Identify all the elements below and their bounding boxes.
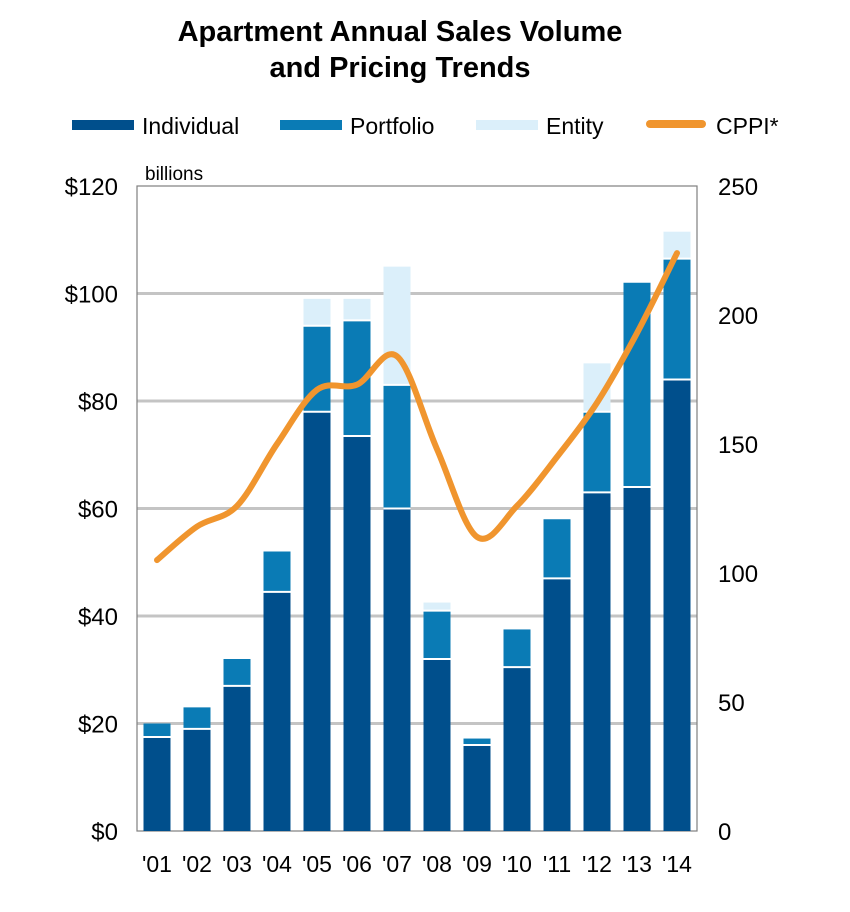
bar-individual-1 xyxy=(183,728,211,831)
bar-individual-12 xyxy=(623,487,651,831)
bars xyxy=(143,231,691,831)
x-tick-label: '10 xyxy=(502,851,532,877)
legend-label-entity: Entity xyxy=(546,113,604,139)
legend-swatch-cppi xyxy=(646,120,706,128)
y-left-tick-label: $120 xyxy=(65,174,118,201)
bar-portfolio-10 xyxy=(543,519,571,579)
bar-individual-9 xyxy=(503,667,531,831)
x-tick-label: '01 xyxy=(142,851,172,877)
bar-portfolio-1 xyxy=(183,707,211,729)
y-right-tick-label: 50 xyxy=(718,690,745,717)
bar-individual-7 xyxy=(423,659,451,831)
bar-individual-6 xyxy=(383,508,411,831)
bar-portfolio-2 xyxy=(223,659,251,686)
bar-individual-13 xyxy=(663,379,691,831)
bar-individual-5 xyxy=(343,435,371,831)
bar-individual-8 xyxy=(463,745,491,831)
legend-label-portfolio: Portfolio xyxy=(350,113,435,139)
legend-swatch-individual xyxy=(72,120,134,130)
cppi-line xyxy=(154,250,680,564)
bar-portfolio-0 xyxy=(143,723,171,737)
bar-individual-11 xyxy=(583,492,611,831)
y-right-tick-label: 0 xyxy=(718,819,731,846)
chart-title: Apartment Annual Sales Volume and Pricin… xyxy=(0,14,800,86)
chart-title-line-1: Apartment Annual Sales Volume xyxy=(177,16,623,48)
y-unit-label: billions xyxy=(145,164,203,185)
y-left-tick-label: $80 xyxy=(78,389,118,416)
y-right-tick-label: 250 xyxy=(718,174,758,201)
x-tick-label: '09 xyxy=(462,851,492,877)
bar-individual-10 xyxy=(543,578,571,831)
axes: $0 $20 $40 $60 $80 $100 $120 0 50 100 150 200 250 '01… xyxy=(65,174,758,877)
y-right-tick-label: 200 xyxy=(718,303,758,330)
gridlines xyxy=(137,292,697,725)
bar-portfolio-11 xyxy=(583,411,611,493)
bar-individual-0 xyxy=(143,736,171,831)
legend-label-cppi: CPPI* xyxy=(716,113,779,139)
bar-individual-2 xyxy=(223,685,251,831)
y-left-tick-label: $0 xyxy=(91,819,118,846)
legend-swatch-portfolio xyxy=(280,120,342,130)
legend-label-individual: Individual xyxy=(142,113,240,139)
x-tick-label: '05 xyxy=(302,851,332,877)
bar-portfolio-7 xyxy=(423,610,451,659)
bar-portfolio-9 xyxy=(503,629,531,668)
x-tick-label: '04 xyxy=(262,851,292,877)
y-right-tick-label: 100 xyxy=(718,561,758,588)
x-tick-label: '14 xyxy=(662,851,692,877)
x-tick-label: '12 xyxy=(582,851,612,877)
plot-frame xyxy=(136,185,698,832)
bar-entity-4 xyxy=(303,298,331,326)
x-tick-label: '07 xyxy=(382,851,412,877)
x-tick-label: '03 xyxy=(222,851,252,877)
x-tick-label: '11 xyxy=(543,851,571,877)
bar-portfolio-3 xyxy=(263,551,291,592)
y-left-tick-label: $100 xyxy=(65,282,118,309)
bar-individual-3 xyxy=(263,591,291,831)
y-left-tick-label: $40 xyxy=(78,604,118,631)
chart-title-line-2: and Pricing Trends xyxy=(269,52,531,84)
bar-entity-5 xyxy=(343,298,371,321)
x-tick-label: '02 xyxy=(182,851,212,877)
bar-portfolio-6 xyxy=(383,384,411,509)
y-right-tick-label: 150 xyxy=(718,432,758,459)
x-tick-label: '08 xyxy=(422,851,452,877)
y-left-tick-label: $20 xyxy=(78,712,118,739)
bar-portfolio-13 xyxy=(663,258,691,380)
x-tick-label: '06 xyxy=(342,851,372,877)
legend-swatch-entity xyxy=(476,120,538,130)
x-tick-label: '13 xyxy=(622,851,652,877)
y-left-tick-label: $60 xyxy=(78,497,118,524)
cppi-line-group xyxy=(154,250,680,564)
bar-entity-7 xyxy=(423,602,451,611)
bar-individual-4 xyxy=(303,411,331,831)
bar-portfolio-8 xyxy=(463,738,491,745)
